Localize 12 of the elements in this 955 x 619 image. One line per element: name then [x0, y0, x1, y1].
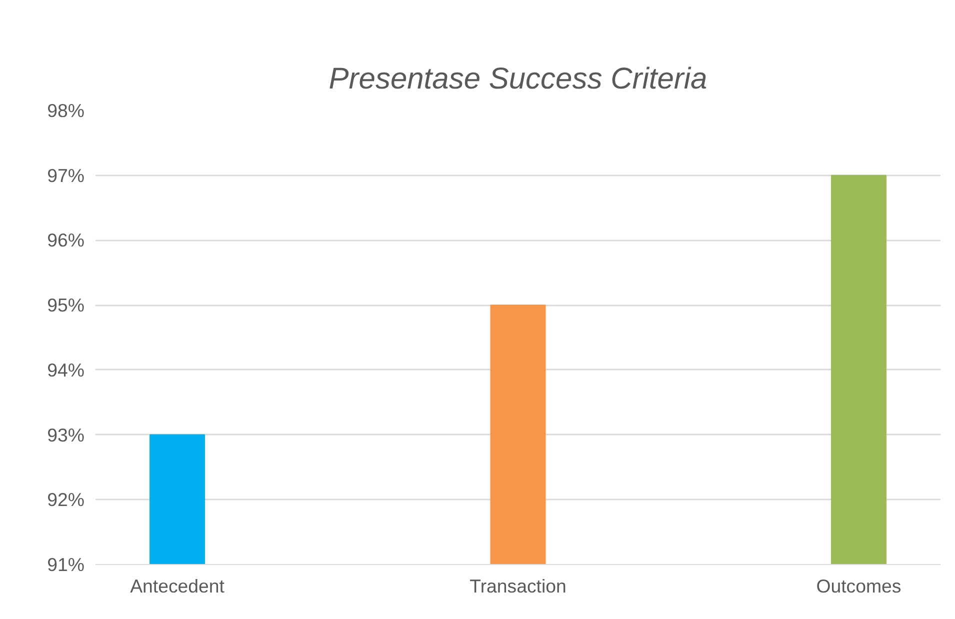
x-tick-label: Outcomes [816, 576, 902, 596]
y-tick-label: 93% [47, 424, 85, 446]
y-tick-label: 95% [47, 294, 85, 316]
x-tick-label: Transaction [470, 576, 566, 596]
y-tick-label: 91% [47, 554, 85, 575]
y-tick-label: 92% [47, 489, 85, 510]
y-tick-label: 98% [47, 100, 85, 121]
chart-title: Presentase Success Criteria [328, 62, 708, 96]
y-tick-label: 97% [47, 164, 85, 186]
x-tick-label: Antecedent [130, 576, 226, 596]
y-tick-label: 94% [47, 359, 85, 380]
y-tick-label: 96% [47, 230, 85, 251]
